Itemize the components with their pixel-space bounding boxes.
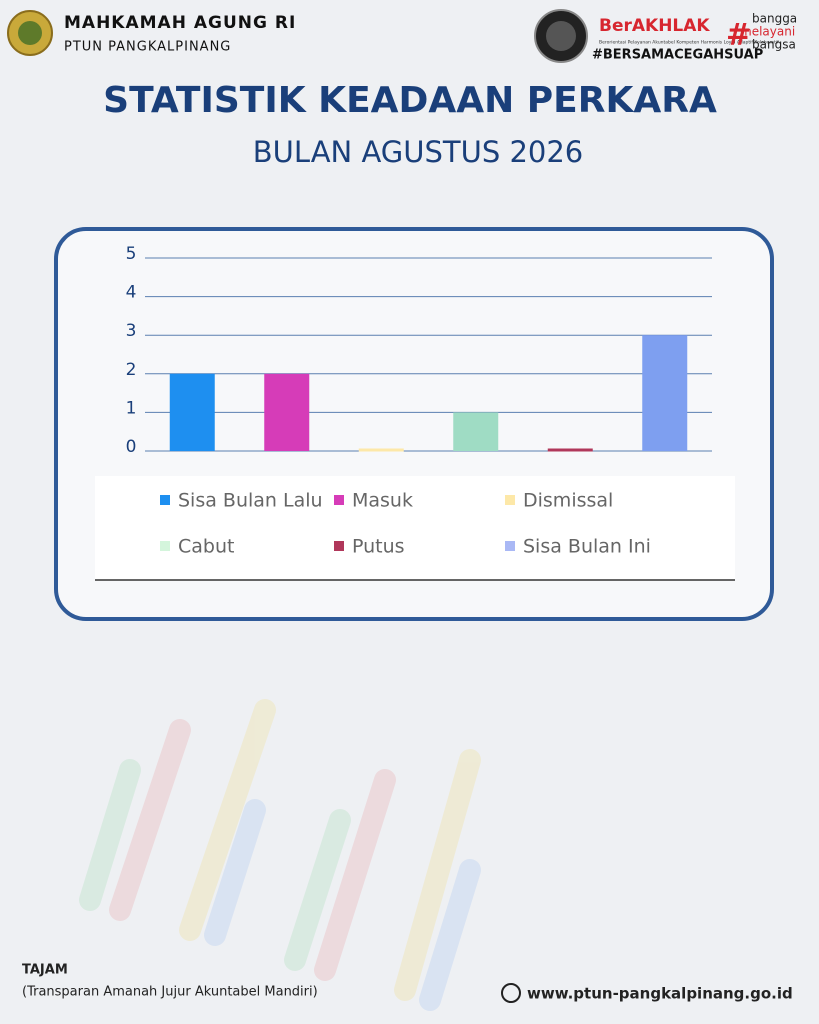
berakhlak-sub: Berorientasi Pelayanan Akuntabel Kompete… <box>599 40 779 46</box>
bar <box>642 335 688 451</box>
chart-subtitle: BULAN AGUSTUS 2026 <box>253 135 584 169</box>
legend-swatch <box>160 495 170 505</box>
website: www.ptun-pangkalpinang.go.id <box>527 985 793 1003</box>
bangga-2: melayani <box>740 25 795 39</box>
globe-icon <box>501 983 521 1003</box>
y-tick-label: 0 <box>126 437 137 457</box>
y-tick-label: 3 <box>126 321 137 341</box>
y-tick-label: 1 <box>126 398 137 418</box>
legend-label: Putus <box>352 536 405 558</box>
legend-label: Sisa Bulan Lalu <box>178 490 323 512</box>
panrb-logo-inner <box>546 21 576 51</box>
bar <box>264 373 310 451</box>
y-tick-label: 2 <box>126 360 137 380</box>
y-tick-label: 4 <box>126 283 137 303</box>
legend-label: Cabut <box>178 536 234 558</box>
hash-icon: # <box>726 18 751 53</box>
legend-swatch <box>334 541 344 551</box>
legend-box <box>95 476 735 580</box>
legend-swatch <box>505 541 515 551</box>
legend-swatch <box>334 495 344 505</box>
bar <box>453 412 499 451</box>
unit-name: PTUN PANGKALPINANG <box>64 40 231 55</box>
logo-inner <box>18 21 42 45</box>
berakhlak: BerAKHLAK <box>599 16 710 36</box>
y-tick-label: 5 <box>126 244 137 264</box>
legend-label: Dismissal <box>523 490 613 512</box>
bangga-1: bangga <box>752 12 797 26</box>
background-decoration <box>79 699 481 1011</box>
bar <box>358 448 404 452</box>
bar <box>169 373 215 451</box>
legend-swatch <box>160 541 170 551</box>
bangga-3: bangsa <box>752 38 796 52</box>
legend-swatch <box>505 495 515 505</box>
chart-title: STATISTIK KEADAAN PERKARA <box>103 80 717 121</box>
bar <box>547 448 593 452</box>
legend-label: Masuk <box>352 490 413 512</box>
legend-label: Sisa Bulan Ini <box>523 536 651 558</box>
motto-full: (Transparan Amanah Jujur Akuntabel Mandi… <box>22 985 318 1000</box>
motto: TAJAM <box>22 963 68 978</box>
hashtag: #BERSAMACEGAHSUAP <box>592 48 763 63</box>
org-name: MAHKAMAH AGUNG RI <box>64 13 296 33</box>
